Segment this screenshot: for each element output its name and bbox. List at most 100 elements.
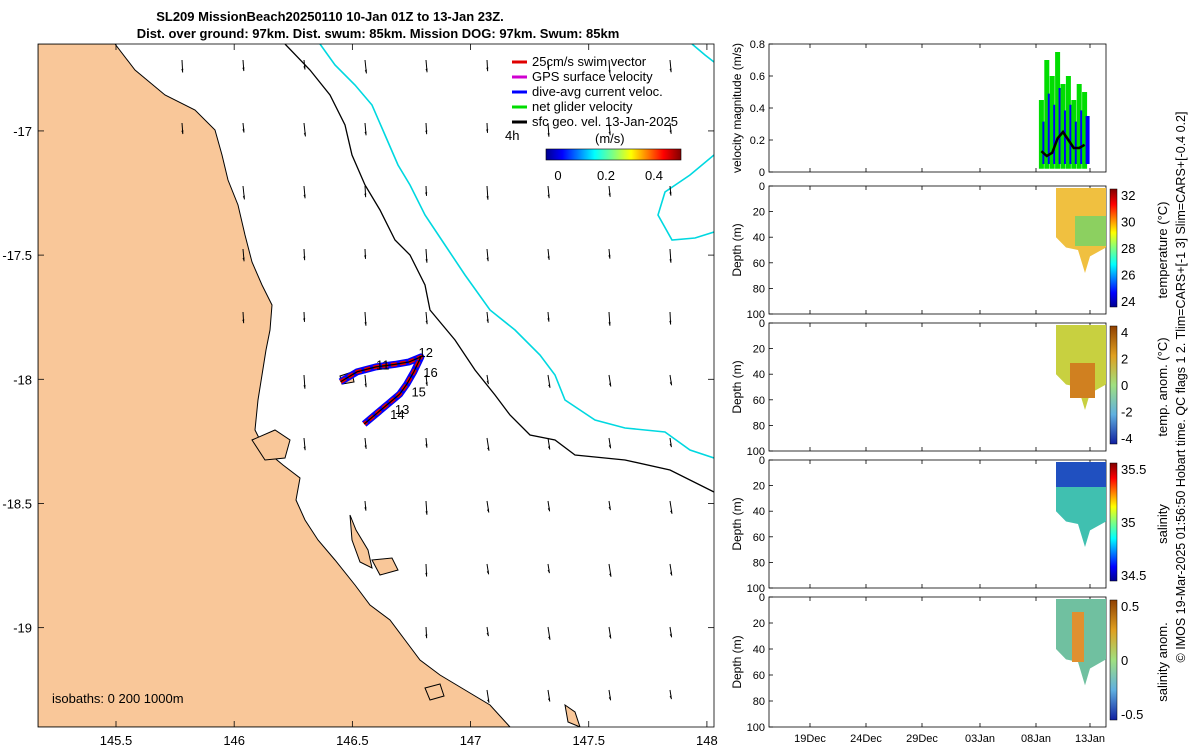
legend-label: sfc geo. vel. 13-Jan-2025: [532, 114, 678, 129]
panel-y-tick-label: 20: [753, 618, 765, 630]
panel-y-tick-label: 80: [753, 696, 765, 708]
sfc-velocity-arrowhead: [608, 696, 611, 701]
panel-y-tick-label: 60: [753, 258, 765, 270]
sfc-velocity-arrowhead: [609, 572, 612, 577]
y-tick-label: -18: [13, 372, 32, 387]
sfc-velocity-arrowhead: [242, 67, 245, 72]
sfc-velocity-arrowhead: [486, 195, 489, 200]
colorbar-tick-label: 4: [1121, 325, 1128, 340]
colorbar-tick-label: 0: [1121, 378, 1128, 393]
panel-frame: [768, 459, 1107, 589]
sfc-velocity-arrowhead: [487, 446, 490, 451]
panel-colorbar: [1109, 188, 1118, 308]
x-tick-label: 148: [696, 733, 718, 748]
sfc-geo-velocity-vectors: [181, 59, 673, 703]
glider-path-line: [340, 355, 423, 425]
panel-y-tick-label: 0: [759, 167, 765, 179]
colorbar-tick-label: 26: [1121, 268, 1135, 283]
panel-colorbar: [1109, 462, 1118, 582]
panel-y-label: Depth (m): [730, 497, 744, 550]
panel-y-tick-label: 20: [753, 344, 765, 356]
panel-y-tick-label: 40: [753, 232, 765, 244]
sfc-velocity-arrowhead: [547, 507, 550, 512]
glider-track: [338, 353, 425, 427]
time-tick-label: 29Dec: [906, 733, 938, 745]
sfc-velocity-arrowhead: [669, 381, 672, 386]
sfc-velocity-arrowhead: [425, 510, 428, 515]
y-tick-label: -19: [13, 621, 32, 636]
sfc-velocity-arrowhead: [425, 130, 428, 135]
sfc-velocity-arrowhead: [425, 634, 428, 639]
day-label: 13: [395, 402, 409, 417]
sfc-velocity-arrowhead: [364, 444, 367, 449]
sfc-velocity-arrowhead: [669, 68, 672, 73]
panel-y-tick-label: 0.8: [750, 39, 765, 51]
sfc-velocity-arrowhead: [669, 191, 672, 196]
legend-label: 25cm/s swim vector: [532, 54, 647, 69]
panel-y-tick-label: 80: [753, 557, 765, 569]
sfc-velocity-arrowhead: [303, 446, 306, 451]
colorbar-tick-label: 34.5: [1121, 568, 1146, 583]
panel-y-tick-label: 0.2: [750, 135, 765, 147]
sfc-velocity-arrowhead: [547, 132, 550, 137]
day-label: 15: [411, 385, 425, 400]
x-tick-label: 147.5: [572, 733, 605, 748]
panel-0: 0 0.2 0.4 0.6 0.8 velocity magnitude (m/s): [730, 39, 1107, 179]
sfc-velocity-arrowhead: [303, 132, 306, 137]
island-hinchinbrook: [251, 429, 291, 461]
sfc-velocity-arrowhead: [425, 320, 428, 325]
sfc-velocity-arrowhead: [364, 69, 367, 74]
colorbar-tick-label: -2: [1121, 405, 1133, 420]
panel-y-tick-label: 60: [753, 395, 765, 407]
depth-section-patch: [1072, 612, 1084, 662]
sfc-velocity-arrowhead: [486, 67, 489, 72]
colorbar-label: temp. anom. (°C): [1155, 337, 1170, 436]
day-label: 16: [423, 365, 437, 380]
sfc-velocity-arrowhead: [608, 69, 611, 74]
legend-label: dive-avg current veloc.: [532, 84, 663, 99]
sfc-velocity-arrowhead: [364, 131, 367, 136]
colorbar-tick-label: -4: [1121, 431, 1133, 446]
panel-y-tick-label: 40: [753, 369, 765, 381]
panel-y-tick-label: 0: [759, 455, 765, 467]
sfc-velocity-arrowhead: [303, 384, 306, 389]
side-text: © IMOS 19-Mar-2025 01:56:50 Hobart time.…: [1174, 112, 1188, 663]
colorbar-tick-label: 35: [1121, 515, 1135, 530]
panel-1: 0 20 40 60 80 100 Depth (m) 24 26 28 30 32 temperatu…: [730, 181, 1170, 321]
colorbar-label: temperature (°C): [1155, 202, 1170, 299]
panel-y-tick-label: 60: [753, 670, 765, 682]
depth-section-patch: [1070, 363, 1095, 398]
sfc-velocity-arrowhead: [608, 506, 611, 511]
sfc-velocity-arrowhead: [303, 256, 306, 261]
sfc-velocity-arrowhead: [364, 506, 367, 511]
time-tick-label: 08Jan: [1021, 733, 1051, 745]
sfc-velocity-arrowhead: [242, 319, 245, 324]
time-tick-label: 03Jan: [965, 733, 995, 745]
sfc-velocity-arrowhead: [670, 509, 673, 514]
legend-label: GPS surface velocity: [532, 69, 653, 84]
time-tick-label: 24Dec: [850, 733, 882, 745]
colorbar-tick-label: 32: [1121, 188, 1135, 203]
speed-colorbar-tick: 0.2: [597, 168, 615, 183]
day-label: 11: [376, 357, 390, 372]
sfc-velocity-arrowhead: [486, 570, 489, 575]
panel-frame: [768, 185, 1107, 315]
sfc-velocity-arrowhead: [547, 569, 550, 574]
panel-colorbar: [1109, 325, 1118, 445]
sfc-velocity-arrowhead: [486, 380, 489, 385]
colorbar-tick-label: 2: [1121, 352, 1128, 367]
speed-colorbar-tick: 0: [554, 168, 561, 183]
sfc-velocity-arrowhead: [303, 65, 306, 70]
island-small-2: [424, 683, 445, 701]
sfc-velocity-arrowhead: [669, 571, 672, 576]
sfc-velocity-arrowhead: [608, 254, 611, 259]
depth-section-patch: [1056, 462, 1106, 487]
sfc-velocity-arrowhead: [547, 255, 550, 260]
panel-y-tick-label: 20: [753, 207, 765, 219]
colorbar-tick-label: 0: [1121, 653, 1128, 668]
sfc-velocity-arrowhead: [669, 129, 672, 134]
day-label: 14: [390, 407, 404, 422]
sfc-velocity-arrowhead: [608, 382, 611, 387]
